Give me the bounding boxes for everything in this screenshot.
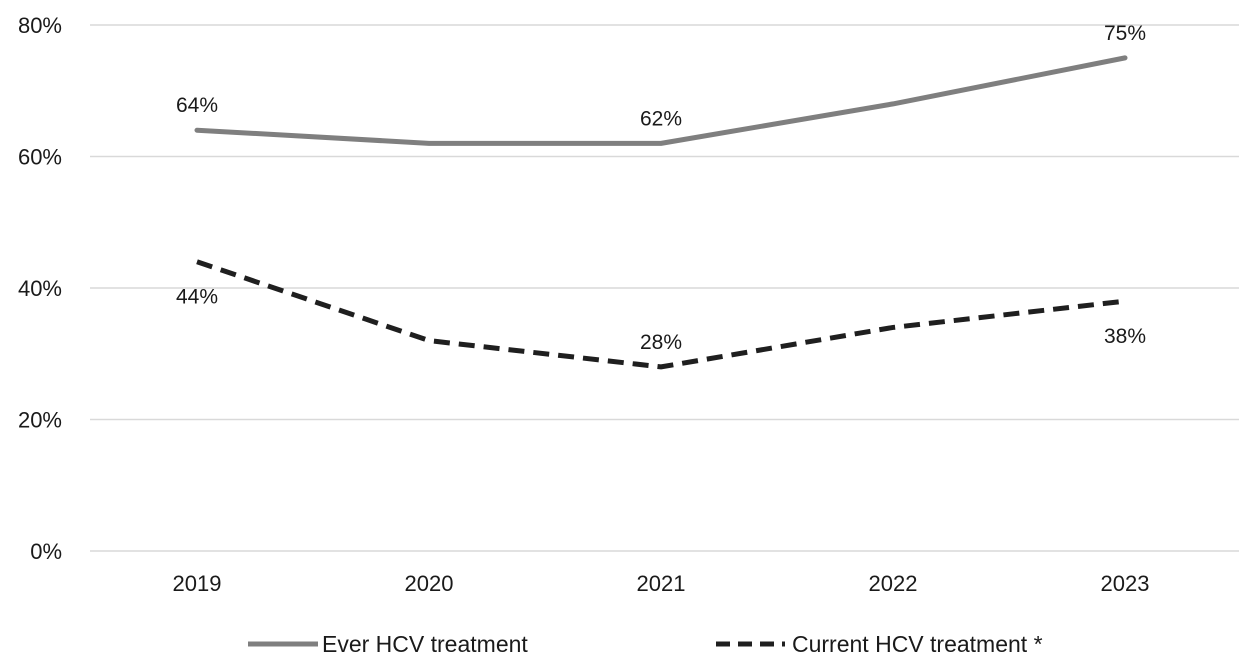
data-label: 75%: [1104, 22, 1146, 45]
data-label: 44%: [176, 286, 218, 309]
legend-label: Ever HCV treatment: [322, 631, 528, 655]
data-label: 28%: [640, 331, 682, 354]
x-tick-label: 2019: [173, 571, 222, 596]
series-lines: [194, 55, 1128, 370]
legend-label: Current HCV treatment *: [792, 631, 1043, 655]
x-tick-label: 2020: [405, 571, 454, 596]
data-label: 64%: [176, 94, 218, 117]
series-line-ever-hcv-treatment: [194, 55, 1128, 146]
y-tick-label: 0%: [30, 539, 62, 564]
y-tick-label: 40%: [18, 276, 62, 301]
data-label: 38%: [1104, 325, 1146, 348]
data-labels: 64% 62% 75% 44% 28% 38%: [176, 22, 1146, 354]
y-axis-tick-labels: 0% 20% 40% 60% 80%: [18, 13, 62, 564]
gridlines: [90, 24, 1239, 552]
x-axis-tick-labels: 2019 2020 2021 2022 2023: [173, 571, 1150, 596]
y-tick-label: 60%: [18, 145, 62, 170]
x-tick-label: 2022: [869, 571, 918, 596]
series-line-current-hcv-treatment: [196, 259, 1126, 370]
y-tick-label: 80%: [18, 13, 62, 38]
legend: Ever HCV treatment Current HCV treatment …: [248, 631, 1043, 655]
x-tick-label: 2021: [637, 571, 686, 596]
data-label: 62%: [640, 107, 682, 130]
y-tick-label: 20%: [18, 408, 62, 433]
x-tick-label: 2023: [1101, 571, 1150, 596]
